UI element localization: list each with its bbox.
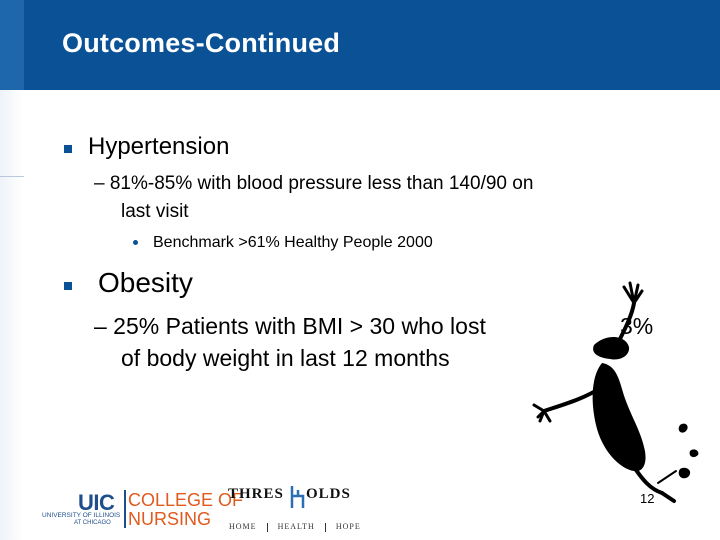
hypertension-detail-line2: last visit — [121, 201, 189, 222]
university-line2: AT CHICAGO — [74, 520, 111, 526]
page-number: 12 — [640, 491, 655, 506]
college-line2: NURSING — [128, 509, 212, 529]
thresholds-h-mark-icon — [290, 486, 305, 508]
tagline-divider — [324, 522, 326, 532]
slide-title: Outcomes-Continued — [62, 28, 341, 58]
thresholds-logo: THRES OLDS HOME HEALTH HOPE — [228, 484, 368, 534]
tagline-health: HEALTH — [277, 522, 315, 531]
logo-divider — [124, 490, 126, 528]
dancing-figure-icon — [532, 281, 699, 503]
margin-divider — [0, 176, 24, 177]
square-bullet-icon — [64, 145, 72, 153]
university-line1: UNIVERSITY OF ILLINOIS — [42, 512, 121, 519]
left-margin-bar — [0, 90, 24, 540]
title-bar-accent — [0, 0, 24, 90]
dot-bullet-icon — [133, 240, 138, 245]
tagline-home: HOME — [229, 522, 257, 531]
tagline-divider — [266, 522, 268, 532]
tagline-hope: HOPE — [335, 522, 361, 531]
square-bullet-icon — [64, 282, 72, 290]
obesity-detail-line1: – 25% Patients with BMI > 30 who lost — [94, 313, 486, 339]
uic-nursing-logo: UIC UNIVERSITY OF ILLINOIS AT CHICAGO CO… — [40, 490, 243, 530]
uic-wordmark: UIC — [78, 490, 115, 515]
obesity-detail-line2: of body weight in last 12 months — [121, 345, 450, 371]
title-bar: Outcomes-Continued — [0, 0, 720, 90]
thresholds-left: THRES — [228, 486, 284, 502]
college-line1: COLLEGE OF — [128, 490, 244, 510]
bullet-hypertension: Hypertension — [88, 133, 230, 160]
thresholds-tagline: HOME HEALTH HOPE — [229, 522, 361, 532]
bullet-obesity: Obesity — [98, 267, 193, 298]
hypertension-benchmark: Benchmark >61% Healthy People 2000 — [153, 234, 433, 251]
thresholds-right: OLDS — [306, 486, 351, 502]
hypertension-detail-line1: – 81%-85% with blood pressure less than … — [94, 173, 534, 194]
